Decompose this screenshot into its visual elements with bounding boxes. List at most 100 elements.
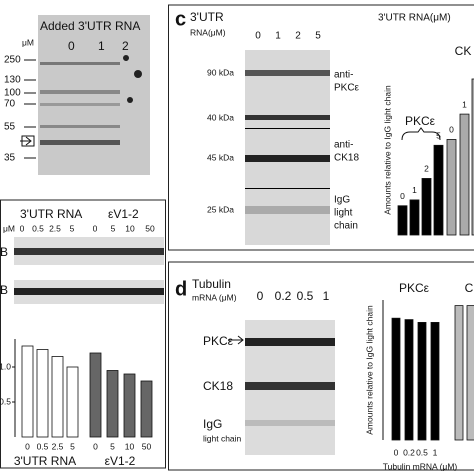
- label: 0: [20, 223, 25, 233]
- label: 0: [257, 289, 264, 303]
- x-tick-label: 0.5: [37, 441, 49, 451]
- label: 45 kDa: [207, 152, 234, 162]
- frame: [168, 261, 474, 471]
- bar: [421, 178, 432, 236]
- label: 2: [295, 31, 301, 42]
- blot-e: [14, 237, 164, 304]
- x-tick-label: 0.2: [403, 447, 415, 457]
- label: anti-: [334, 140, 353, 151]
- label: 90 kDa: [207, 67, 234, 77]
- x-tick-label: 5: [70, 441, 75, 451]
- bar: [66, 366, 79, 438]
- x-tick-label: 1: [412, 185, 417, 195]
- blot-c: [245, 50, 330, 245]
- bar: [140, 380, 153, 438]
- x-tick-label: 2.5: [52, 441, 64, 451]
- bar: [459, 113, 470, 236]
- label: mRNA (μM): [192, 292, 237, 302]
- bar: [106, 370, 119, 438]
- label: RNA(μM): [190, 27, 226, 37]
- label: PKCε: [203, 334, 234, 348]
- label: 3'UTR RNA: [20, 207, 82, 221]
- label: 100: [4, 88, 21, 99]
- x-tick-label: 1: [462, 99, 467, 109]
- x-tick-label: 10: [125, 441, 135, 451]
- label: 10: [125, 223, 135, 233]
- label: 2: [122, 39, 129, 53]
- x-tick-label: 0: [25, 441, 30, 451]
- bar: [417, 321, 427, 441]
- bar: [123, 373, 136, 438]
- label: 0: [68, 39, 75, 53]
- y-tick-label: 0.5: [0, 396, 11, 406]
- group-label: C: [465, 281, 474, 295]
- frame: [0, 199, 166, 469]
- x-tick-label: 5: [110, 441, 115, 451]
- x-axis-label: Tubulin mRNA (μM): [383, 461, 458, 471]
- label: 0: [93, 223, 98, 233]
- label: light: [334, 208, 353, 219]
- label: CK18: [334, 153, 359, 164]
- label: 1: [275, 31, 281, 42]
- blot-b: [20, 15, 150, 175]
- bar: [471, 78, 474, 236]
- label: light chain: [203, 433, 242, 443]
- label: 1: [323, 289, 330, 303]
- label: 5: [70, 223, 75, 233]
- label: 3'UTR: [190, 10, 224, 24]
- bar: [466, 305, 474, 441]
- group-label: PKCε: [399, 281, 430, 295]
- label: 50: [145, 223, 155, 233]
- bar: [89, 352, 102, 438]
- panel-letter: d: [175, 278, 187, 300]
- brace: [401, 127, 441, 141]
- label: μM: [3, 223, 15, 233]
- label: IgG: [334, 195, 350, 206]
- bar: [409, 199, 420, 236]
- title: Added 3'UTR RNA: [40, 19, 140, 33]
- bar: [51, 356, 64, 438]
- label: chain: [334, 221, 358, 232]
- x-tick-label: 0: [449, 125, 454, 135]
- label: B: [0, 245, 8, 259]
- bar: [446, 139, 457, 236]
- group-label: 3'UTR RNA: [14, 454, 76, 468]
- label: 55: [4, 122, 16, 133]
- frame: [168, 4, 474, 251]
- bar: [36, 349, 49, 438]
- label: 35: [4, 153, 16, 164]
- bar: [454, 305, 464, 441]
- label: 1: [98, 39, 105, 53]
- y-axis-label: Amounts relative to IgG light chain: [364, 305, 374, 435]
- label: 25 kDa: [207, 204, 234, 214]
- label: 250: [4, 55, 21, 66]
- label: IgG: [203, 417, 222, 431]
- bar: [404, 319, 414, 441]
- group-label: PKCε: [405, 114, 436, 128]
- chart-title: 3'UTR RNA(μM): [378, 13, 451, 24]
- x-tick-label: 0: [394, 447, 399, 457]
- label: 0.5: [297, 289, 314, 303]
- panel-letter: c: [175, 8, 186, 30]
- group-label: εV1-2: [105, 454, 136, 468]
- label: 0.5: [32, 223, 44, 233]
- y-axis-label: Amounts relative to IgG light chain: [382, 85, 392, 215]
- x-tick-label: 1: [433, 447, 438, 457]
- label: 2.5: [49, 223, 61, 233]
- label: B: [0, 283, 8, 297]
- label: 70: [4, 99, 16, 110]
- bar: [21, 345, 34, 438]
- blot-d: [228, 320, 335, 455]
- label: CK18: [203, 379, 233, 393]
- bar: [391, 317, 401, 441]
- label: 0: [255, 31, 261, 42]
- label: 5: [315, 31, 321, 42]
- x-tick-label: 0: [93, 441, 98, 451]
- bar: [433, 144, 444, 236]
- x-tick-label: 50: [142, 441, 152, 451]
- bar: [430, 321, 440, 441]
- label: PKCε: [334, 83, 360, 94]
- label: anti-: [334, 70, 353, 81]
- label: 130: [4, 75, 21, 86]
